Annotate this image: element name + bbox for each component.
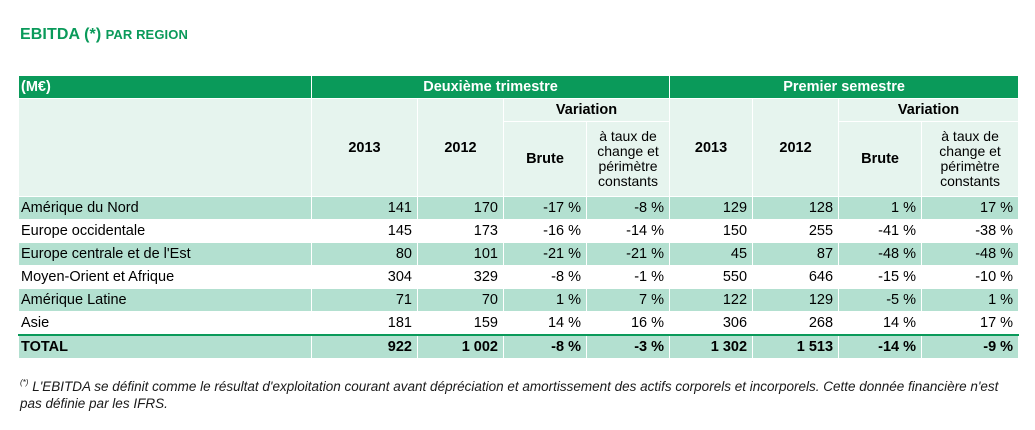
variation-header-h1: Variation: [838, 98, 1020, 122]
cell-value: 70: [417, 288, 504, 312]
row-name: Amérique du Nord: [18, 196, 312, 220]
row-name: Europe occidentale: [18, 219, 312, 243]
footnote: (*) L'EBITDA se définit comme le résulta…: [20, 374, 1020, 412]
cell-value: 87: [752, 242, 840, 266]
cell-value: -17 %: [503, 196, 587, 220]
cell-value: 1 %: [838, 196, 923, 220]
title-main: EBITDA (*): [20, 26, 102, 43]
constant-header-h1: à taux de change et périmètre constants: [921, 121, 1020, 197]
footnote-text: L'EBITDA se définit comme le résultat d'…: [20, 379, 999, 411]
cell-value: 255: [752, 219, 840, 243]
page-title: EBITDA (*) PAR REGION: [20, 26, 188, 44]
total-value: 1 513: [752, 334, 840, 359]
col-header-2013-q2: 2013: [311, 98, 418, 197]
row-name: Asie: [18, 311, 312, 336]
total-value: 1 002: [417, 334, 504, 359]
cell-value: -21 %: [503, 242, 587, 266]
cell-value: -8 %: [585, 196, 671, 220]
cell-value: 101: [417, 242, 504, 266]
cell-value: -1 %: [585, 265, 671, 289]
brute-header-q2: Brute: [503, 121, 587, 197]
cell-value: 141: [311, 196, 418, 220]
cell-value: 71: [311, 288, 418, 312]
group-header-h1: Premier semestre: [669, 75, 1020, 99]
col-header-2012-q2: 2012: [417, 98, 504, 197]
row-name: Moyen-Orient et Afrique: [18, 265, 312, 289]
table-row: Amérique Latine 71 70 1 % 7 % 122 129 -5…: [18, 288, 1020, 312]
cell-value: -48 %: [921, 242, 1020, 266]
table-row: Europe centrale et de l'Est 80 101 -21 %…: [18, 242, 1020, 266]
cell-value: -5 %: [838, 288, 923, 312]
col-header-2013-h1: 2013: [669, 98, 754, 197]
cell-value: 145: [311, 219, 418, 243]
cell-value: -48 %: [838, 242, 923, 266]
footnote-mark: (*): [20, 378, 29, 387]
total-value: -14 %: [838, 334, 923, 359]
table-row: Moyen-Orient et Afrique 304 329 -8 % -1 …: [18, 265, 1020, 289]
cell-value: -15 %: [838, 265, 923, 289]
cell-value: -21 %: [585, 242, 671, 266]
row-name: Europe centrale et de l'Est: [18, 242, 312, 266]
cell-value: -38 %: [921, 219, 1020, 243]
cell-value: 17 %: [921, 196, 1020, 220]
cell-value: 173: [417, 219, 504, 243]
col-header-2012-h1: 2012: [752, 98, 840, 197]
cell-value: 170: [417, 196, 504, 220]
cell-value: 159: [417, 311, 504, 336]
cell-value: 14 %: [838, 311, 923, 336]
cell-value: 128: [752, 196, 840, 220]
cell-value: -14 %: [585, 219, 671, 243]
cell-value: 646: [752, 265, 840, 289]
cell-value: -41 %: [838, 219, 923, 243]
cell-value: 150: [669, 219, 754, 243]
cell-value: 129: [669, 196, 754, 220]
cell-value: 1 %: [921, 288, 1020, 312]
cell-value: 7 %: [585, 288, 671, 312]
brute-header-h1: Brute: [838, 121, 923, 197]
variation-header-q2: Variation: [502, 98, 671, 122]
cell-value: 16 %: [585, 311, 671, 336]
row-name: Amérique Latine: [18, 288, 312, 312]
total-label: TOTAL: [18, 334, 312, 359]
cell-value: 1 %: [503, 288, 587, 312]
unit-header: (M€): [18, 75, 312, 99]
cell-value: 122: [669, 288, 754, 312]
cell-value: 268: [752, 311, 840, 336]
title-suffix: PAR REGION: [105, 27, 188, 42]
cell-value: -16 %: [503, 219, 587, 243]
total-row: TOTAL 922 1 002 -8 % -3 % 1 302 1 513 -1…: [18, 334, 1020, 359]
cell-value: 306: [669, 311, 754, 336]
table-row: Europe occidentale 145 173 -16 % -14 % 1…: [18, 219, 1020, 243]
total-value: 1 302: [669, 334, 754, 359]
cell-value: 45: [669, 242, 754, 266]
total-value: -3 %: [585, 334, 671, 359]
cell-value: 14 %: [503, 311, 587, 336]
group-header-q2: Deuxième trimestre: [310, 75, 671, 99]
total-value: -9 %: [921, 334, 1020, 359]
cell-value: 550: [669, 265, 754, 289]
cell-value: 304: [311, 265, 418, 289]
table-row: Amérique du Nord 141 170 -17 % -8 % 129 …: [18, 196, 1020, 220]
header-blank: [18, 98, 312, 197]
cell-value: -10 %: [921, 265, 1020, 289]
constant-header-q2: à taux de change et périmètre constants: [585, 121, 671, 197]
total-value: 922: [311, 334, 418, 359]
cell-value: 80: [311, 242, 418, 266]
cell-value: 329: [417, 265, 504, 289]
cell-value: 181: [311, 311, 418, 336]
table-row: Asie 181 159 14 % 16 % 306 268 14 % 17 %: [18, 311, 1020, 336]
total-value: -8 %: [503, 334, 587, 359]
ebitda-table: (M€) Deuxième trimestre Premier semestre…: [18, 75, 1020, 359]
cell-value: 17 %: [921, 311, 1020, 336]
cell-value: 129: [752, 288, 840, 312]
cell-value: -8 %: [503, 265, 587, 289]
